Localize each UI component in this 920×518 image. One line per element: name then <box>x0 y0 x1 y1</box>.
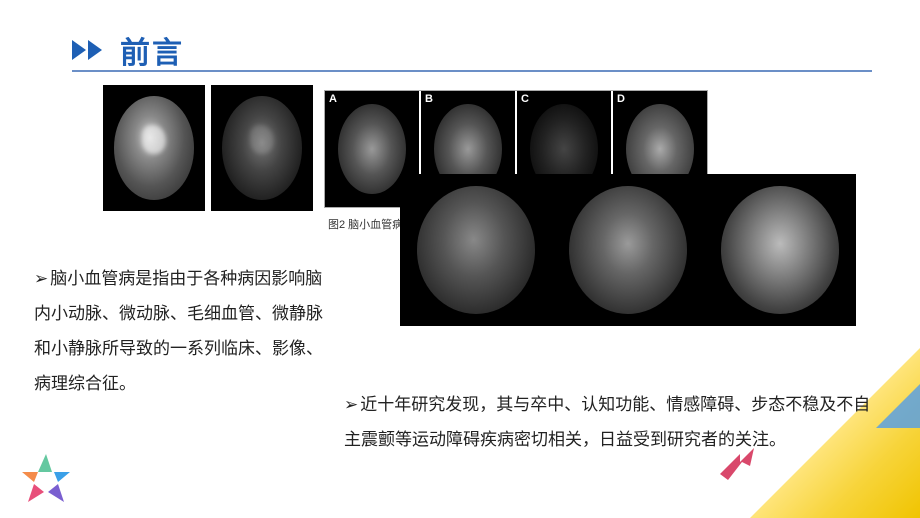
paragraph-left: ➢脑小血管病是指由于各种病因影响脑内小动脉、微动脉、毛细血管、微静脉和小静脉所导… <box>34 262 334 401</box>
mri-slice <box>208 82 316 214</box>
bullet-icon: ➢ <box>34 262 48 297</box>
mri-slice <box>552 174 704 326</box>
title-underline <box>72 70 872 72</box>
pentagon-star-icon <box>14 448 78 512</box>
mri-panel-3up <box>400 174 856 326</box>
mri-pair <box>100 82 316 214</box>
title-bar: 前言 <box>72 28 872 72</box>
mri-slice <box>400 174 552 326</box>
paragraph-right-text: 近十年研究发现，其与卒中、认知功能、情感障碍、步态不稳及不自主震颤等运动障碍疾病… <box>344 395 870 449</box>
mri-slice <box>704 174 856 326</box>
paragraph-right: ➢近十年研究发现，其与卒中、认知功能、情感障碍、步态不稳及不自主震颤等运动障碍疾… <box>344 388 880 458</box>
paragraph-left-text: 脑小血管病是指由于各种病因影响脑内小动脉、微动脉、毛细血管、微静脉和小静脉所导致… <box>34 269 323 393</box>
bullet-icon: ➢ <box>344 388 358 423</box>
corner-triangle-decoration <box>876 384 920 428</box>
chevron-icon <box>72 40 102 60</box>
arrow-icon <box>716 444 758 486</box>
mri-slice <box>100 82 208 214</box>
slide-title: 前言 <box>120 28 184 72</box>
